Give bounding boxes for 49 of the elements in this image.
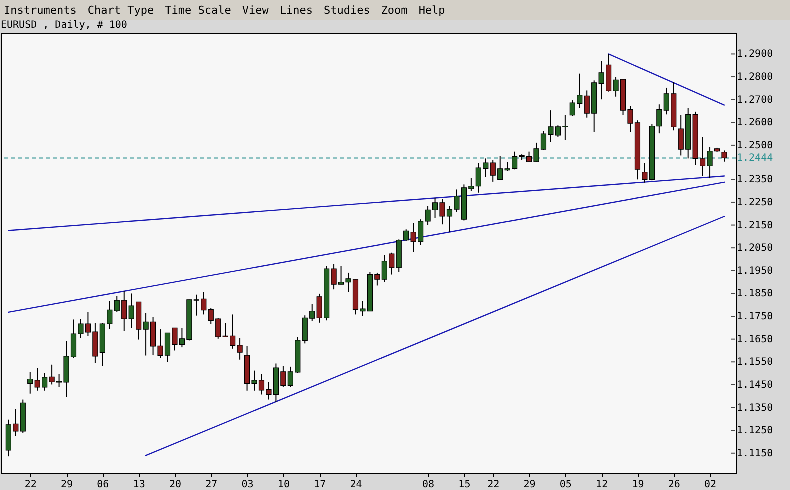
x-tick-label: 22 [24,480,37,490]
text: Zoom [381,4,408,16]
x-tick-label: 17 [314,480,326,490]
y-tick-label: 1.2800 [737,72,774,84]
y-tick-label: 1.2150 [737,220,774,232]
x-tick-label: 03 [242,480,254,490]
x-tick-label: 10 [278,480,290,490]
x-tick-label: 19 [632,480,644,490]
x-tick-label: 29 [60,480,74,490]
chart-title: EURUSD , Daily, # 100 [1,20,128,31]
y-tick-label: 1.2350 [737,174,774,186]
candlestick [722,150,728,162]
y-tick-label: 1.1450 [737,380,774,391]
text: View [242,4,269,16]
x-tick-label: 08 [422,480,435,490]
x-tick-label: 05 [560,480,572,490]
x-tick-label: 22 [488,480,500,490]
text: Chart Type [88,4,154,16]
text: Lines [280,4,313,16]
y-tick-label: 1.2050 [737,243,774,254]
x-tick-label: 06 [97,480,110,490]
y-tick-label: 1.1350 [737,402,774,414]
y-tick-label: 1.1850 [737,288,774,300]
x-tick-label: 12 [596,480,608,490]
text: Studies [324,4,370,16]
y-tick-label: 1.1650 [737,334,774,346]
y-tick-label: 1.2500 [737,140,774,152]
x-tick-label: 20 [169,480,182,490]
text: Time Scale [165,4,232,16]
x-tick-label: 15 [458,480,471,490]
y-tick-label: 1.2600 [737,118,774,129]
ref-line-label: 1.2444 [737,153,774,164]
text: Help [418,4,446,16]
candlestick [28,372,34,394]
x-tick-label: 13 [133,480,146,490]
y-tick-label: 1.2900 [737,49,774,60]
y-tick-label: 1.1550 [737,357,774,368]
y-tick-label: 1.1950 [737,266,774,277]
y-tick-label: 1.1750 [737,312,774,323]
y-tick-label: 1.2700 [737,94,774,106]
y-tick-label: 1.1150 [737,448,774,460]
text: Instruments [4,4,77,16]
x-tick-label: 26 [668,480,680,490]
x-tick-label: 24 [350,480,362,490]
y-tick-label: 1.2250 [737,197,774,208]
x-tick-label: 29 [524,480,536,490]
x-tick-label: 27 [206,480,218,490]
y-tick-label: 1.1250 [737,426,774,437]
x-tick-label: 02 [704,480,717,490]
